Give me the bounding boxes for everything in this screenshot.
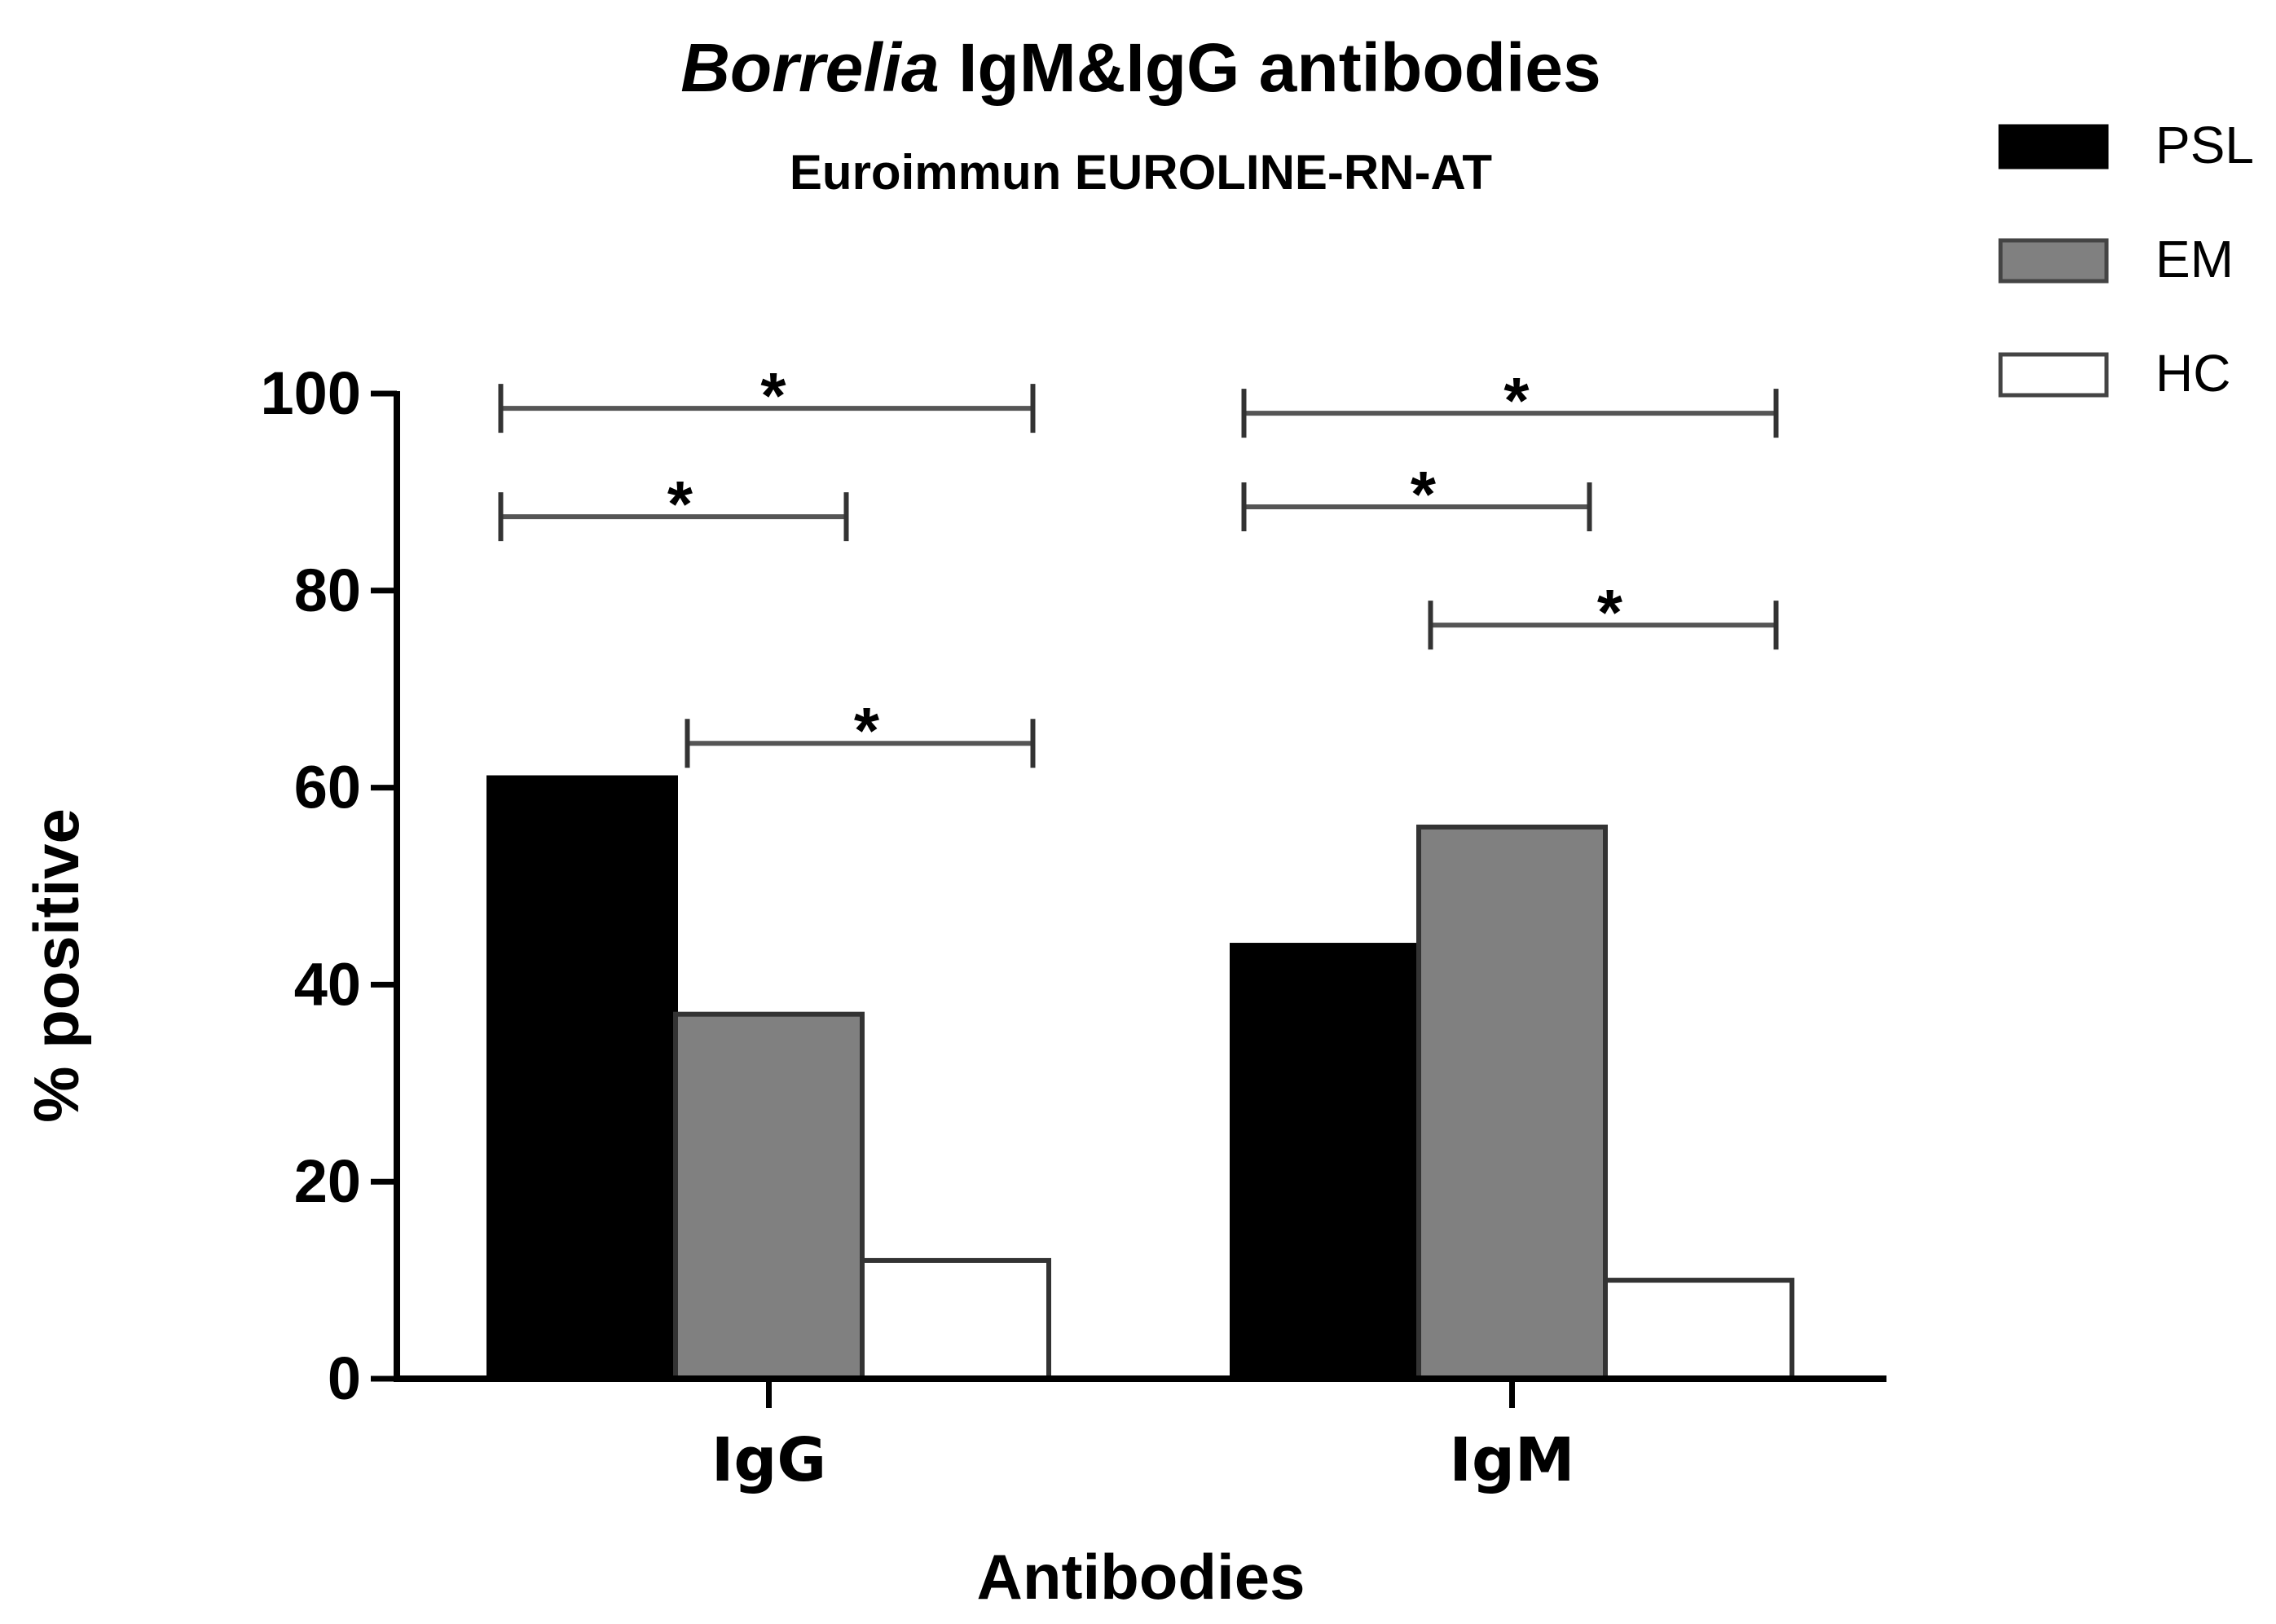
x-tick-label: IgM [1449,1425,1574,1495]
y-tick-label: 60 [294,754,361,821]
significance-bracket: * [1428,576,1779,650]
legend-swatch [1998,124,2109,169]
x-axis-title: Antibodies [977,1541,1305,1613]
chart-subtitle: Euroimmun EUROLINE-RN-AT [790,145,1492,200]
significance-label: * [1503,364,1530,437]
bars [486,775,1794,1382]
significance-bracket: * [685,694,1036,768]
bar-em-igg [673,1011,865,1382]
legend: PSL EM HC [1998,116,2254,403]
y-tick-label: 0 [328,1345,361,1412]
y-tick-label: 100 [261,359,361,427]
significance-label: * [760,359,786,432]
y-axis: 0 20 40 60 80 100 [261,359,400,1412]
significance-label: * [1411,458,1437,530]
bar-psl-igm [1230,943,1421,1382]
y-tick-label: 80 [294,557,361,624]
legend-item-psl: PSL [1998,116,2254,174]
chart-title-rest: IgM&IgG antibodies [940,29,1601,106]
legend-swatch [1998,238,2109,284]
bar-psl-igg [486,775,678,1381]
legend-item-hc: HC [1998,344,2230,403]
legend-item-em: EM [1998,230,2234,288]
significance-bracket: * [498,468,849,542]
x-axis: IgG IgM [397,1375,1886,1495]
significance-brackets: * * * * * * [498,359,1779,768]
legend-label: HC [2155,344,2230,403]
legend-label: PSL [2155,116,2254,174]
bar-hc-igg [860,1257,1051,1382]
significance-bracket: * [1241,458,1592,532]
legend-swatch [1998,352,2109,398]
significance-label: * [854,694,880,767]
significance-bracket: * [1241,364,1779,438]
y-tick-label: 20 [294,1147,361,1215]
bar-hc-igm [1603,1278,1794,1381]
significance-label: * [667,468,693,540]
chart-title-italic: Borrelia [680,29,939,106]
significance-bracket: * [498,359,1036,434]
significance-label: * [1597,576,1623,649]
legend-label: EM [2155,230,2234,288]
y-axis-title: % positive [20,808,92,1123]
chart-title: Borrelia IgM&IgG antibodies [680,29,1600,106]
y-tick-label: 40 [294,950,361,1018]
bar-em-igm [1416,824,1608,1381]
x-tick-label: IgG [711,1425,826,1495]
